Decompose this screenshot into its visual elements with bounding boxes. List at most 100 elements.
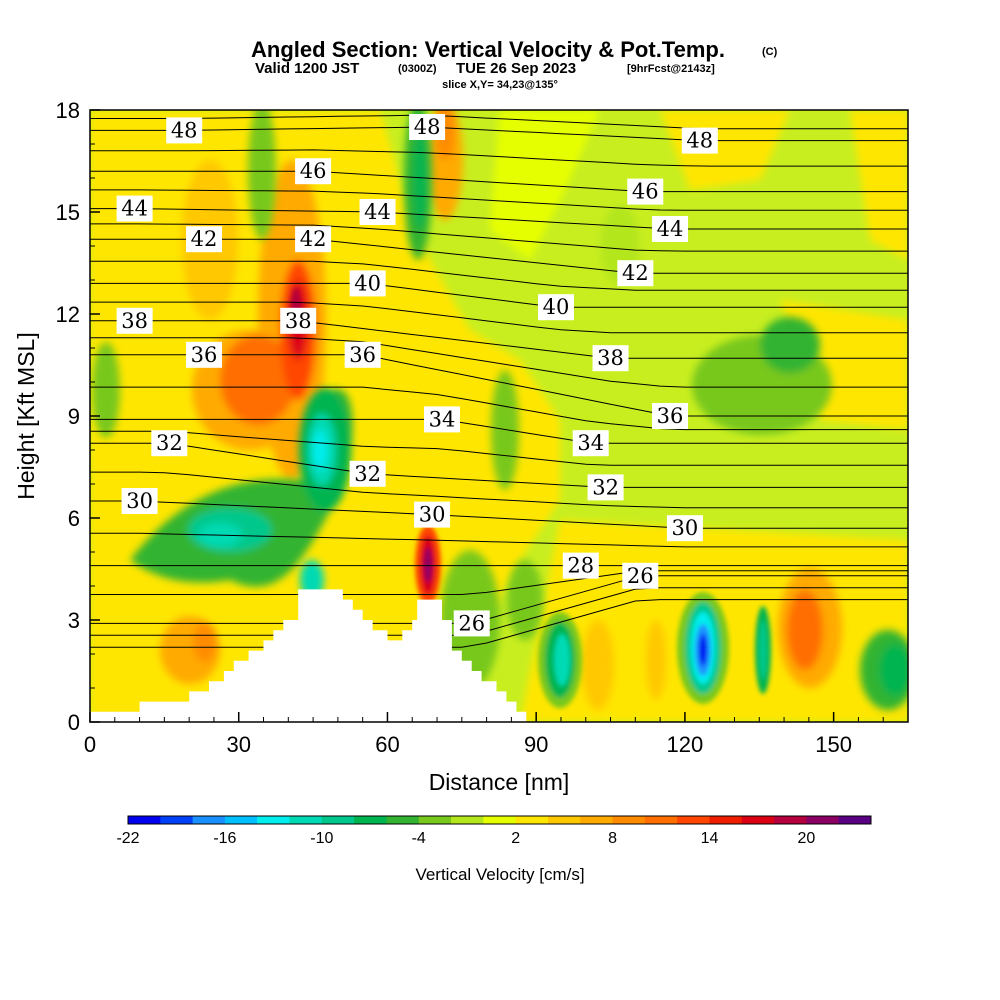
- theta-contour-line: [90, 223, 908, 252]
- contour-label: 40: [354, 271, 381, 295]
- colorbar-tick-label: -10: [310, 830, 333, 847]
- colorbar-tick-label: 20: [798, 830, 816, 847]
- theta-contour-line: [90, 189, 908, 211]
- colorbar-frame: [127, 815, 872, 825]
- theta-contour-line: [90, 587, 908, 636]
- x-axis-label: Distance [nm]: [429, 769, 570, 795]
- colorbar-swatch: [838, 816, 872, 824]
- contour-label: 36: [191, 343, 218, 367]
- contour-label: 34: [429, 407, 456, 431]
- contour-label: 30: [419, 503, 446, 527]
- colorbar-swatch: [774, 816, 807, 824]
- contour-label-box: [622, 562, 659, 589]
- theta-contour-line: [90, 170, 908, 193]
- colorbar-swatch: [192, 816, 226, 824]
- valid-zulu: (0300Z): [398, 63, 437, 75]
- theta-contour-line: [90, 570, 908, 595]
- theta-contour-line: [90, 386, 908, 431]
- y-axis-label: Height [Kft MSL]: [13, 332, 39, 499]
- plot-area: 48 48 48 46 46 44 44 44 42 42 42 40 40 38 38 38 36 36 36 34…: [90, 110, 908, 722]
- theta-contour-line: [90, 337, 908, 388]
- contour-label-box: [453, 610, 490, 637]
- contour-label-box: [592, 345, 629, 372]
- contour-label: 44: [657, 217, 684, 241]
- contour-label: 36: [657, 404, 684, 428]
- y-tick-label: 6: [68, 506, 80, 531]
- colorbar-swatch: [741, 816, 775, 824]
- contour-label-box: [681, 127, 718, 154]
- theta-contour-line: [90, 418, 908, 444]
- contour-label: 48: [686, 129, 713, 153]
- theta-contour-line: [90, 575, 908, 624]
- contour-label: 30: [126, 489, 153, 513]
- x-tick-label: 30: [226, 732, 250, 757]
- theta-contour-labels: 48 48 48 46 46 44 44 44 42 42 42 40 40 38 38 38 36 36 36 34…: [116, 114, 718, 637]
- contour-label-box: [280, 307, 317, 334]
- contour-label-box: [116, 307, 153, 334]
- theta-contour-line: [90, 500, 908, 529]
- figure-title-block: Angled Section: Vertical Velocity & Pot.…: [251, 37, 778, 91]
- contour-label-box: [166, 117, 203, 144]
- theta-contour-line: [90, 532, 908, 548]
- x-axis: 0 30 60 90 120 150: [84, 712, 884, 757]
- contour-label: 38: [285, 309, 312, 333]
- y-tick-label: 0: [68, 710, 80, 735]
- contour-label: 32: [156, 431, 183, 455]
- title-unit: (C): [762, 46, 778, 58]
- contour-label: 42: [191, 227, 218, 251]
- contour-label: 48: [414, 115, 441, 139]
- colorbar-swatch: [547, 816, 581, 824]
- theta-contour-line: [90, 599, 908, 648]
- colorbar-swatch: [806, 816, 840, 824]
- contour-label-box: [295, 158, 332, 185]
- colorbar-swatch: [709, 816, 743, 824]
- colorbar-swatch: [644, 816, 678, 824]
- colorbar-swatch: [612, 816, 646, 824]
- colorbar-swatch: [321, 816, 355, 824]
- theta-contour-line: [90, 442, 908, 488]
- y-tick-label: 18: [56, 98, 80, 123]
- contour-label-box: [562, 552, 599, 579]
- y-tick-label: 3: [68, 608, 80, 633]
- theta-contour-line: [90, 301, 908, 334]
- colorbar-swatch: [289, 816, 323, 824]
- contour-label-box: [344, 341, 381, 368]
- theta-contour-line: [90, 260, 908, 291]
- contour-label-box: [572, 430, 609, 457]
- x-tick-label: 0: [84, 732, 96, 757]
- contour-label: 34: [577, 431, 604, 455]
- contour-label-box: [414, 501, 451, 528]
- contour-label-box: [116, 195, 153, 222]
- contour-label-box: [617, 260, 654, 287]
- colorbar-tick-label: -16: [213, 830, 236, 847]
- colorbar-tick-label: -22: [116, 830, 139, 847]
- contour-label: 32: [592, 475, 619, 499]
- contour-label-box: [186, 341, 223, 368]
- contour-label-box: [587, 474, 624, 501]
- colorbar-swatch: [257, 816, 290, 824]
- y-axis: 0 3 6 9 12 15 18: [56, 98, 100, 735]
- contour-label-box: [349, 460, 386, 487]
- contour-label: 38: [121, 309, 148, 333]
- contour-label-box: [349, 270, 386, 297]
- theta-contour-line: [90, 430, 908, 466]
- colorbar-swatch: [580, 816, 613, 824]
- x-tick-label: 60: [375, 732, 399, 757]
- contour-label: 40: [543, 295, 570, 319]
- y-tick-label: 9: [68, 404, 80, 429]
- colorbar-swatch: [677, 816, 710, 824]
- contour-label: 32: [354, 462, 381, 486]
- contour-label: 42: [622, 261, 649, 285]
- theta-contours: [90, 114, 908, 648]
- contour-label: 48: [171, 118, 198, 142]
- contour-label-box: [359, 199, 396, 225]
- contour-label-box: [652, 403, 689, 429]
- colorbar-tick-label: -4: [412, 830, 426, 847]
- contour-label: 36: [349, 343, 376, 367]
- colorbar-swatch: [128, 816, 161, 824]
- colorbar-swatch: [418, 816, 452, 824]
- contour-label: 26: [627, 564, 654, 588]
- colorbar: [127, 815, 872, 825]
- x-tick-label: 150: [815, 732, 852, 757]
